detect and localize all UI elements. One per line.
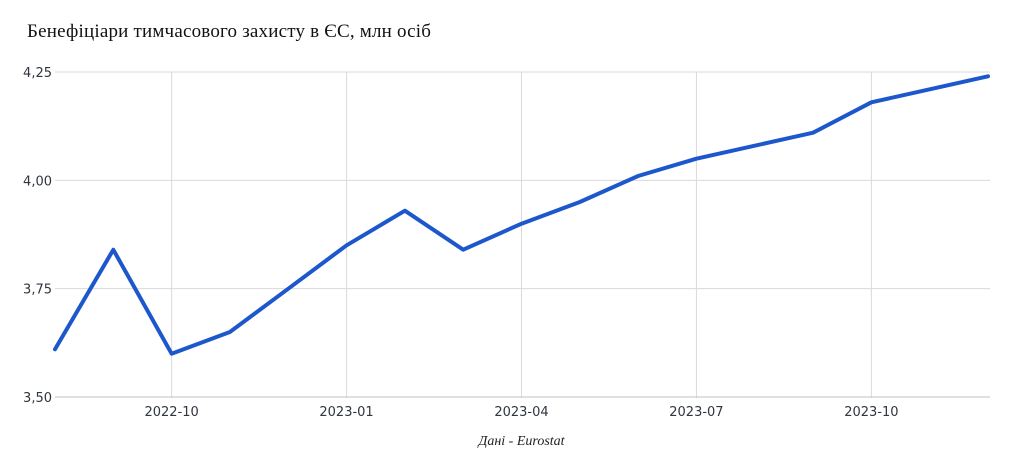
x-tick-label: 2023-04 (494, 405, 548, 420)
x-tick-label: 2023-07 (669, 405, 723, 420)
x-tick-label: 2023-01 (319, 405, 373, 420)
y-tick-label: 3,50 (23, 391, 52, 406)
x-tick-label: 2022-10 (144, 405, 198, 420)
data-line (53, 74, 990, 356)
y-tick-label: 3,75 (23, 283, 52, 298)
y-tick-label: 4,00 (23, 174, 52, 189)
source-note: Дані - Eurostat (478, 434, 565, 449)
chart-title: Бенефіціари тимчасового захисту в ЄС, мл… (27, 21, 432, 42)
y-tick-label: 4,25 (23, 66, 52, 81)
x-tick-label: 2023-10 (844, 405, 898, 420)
